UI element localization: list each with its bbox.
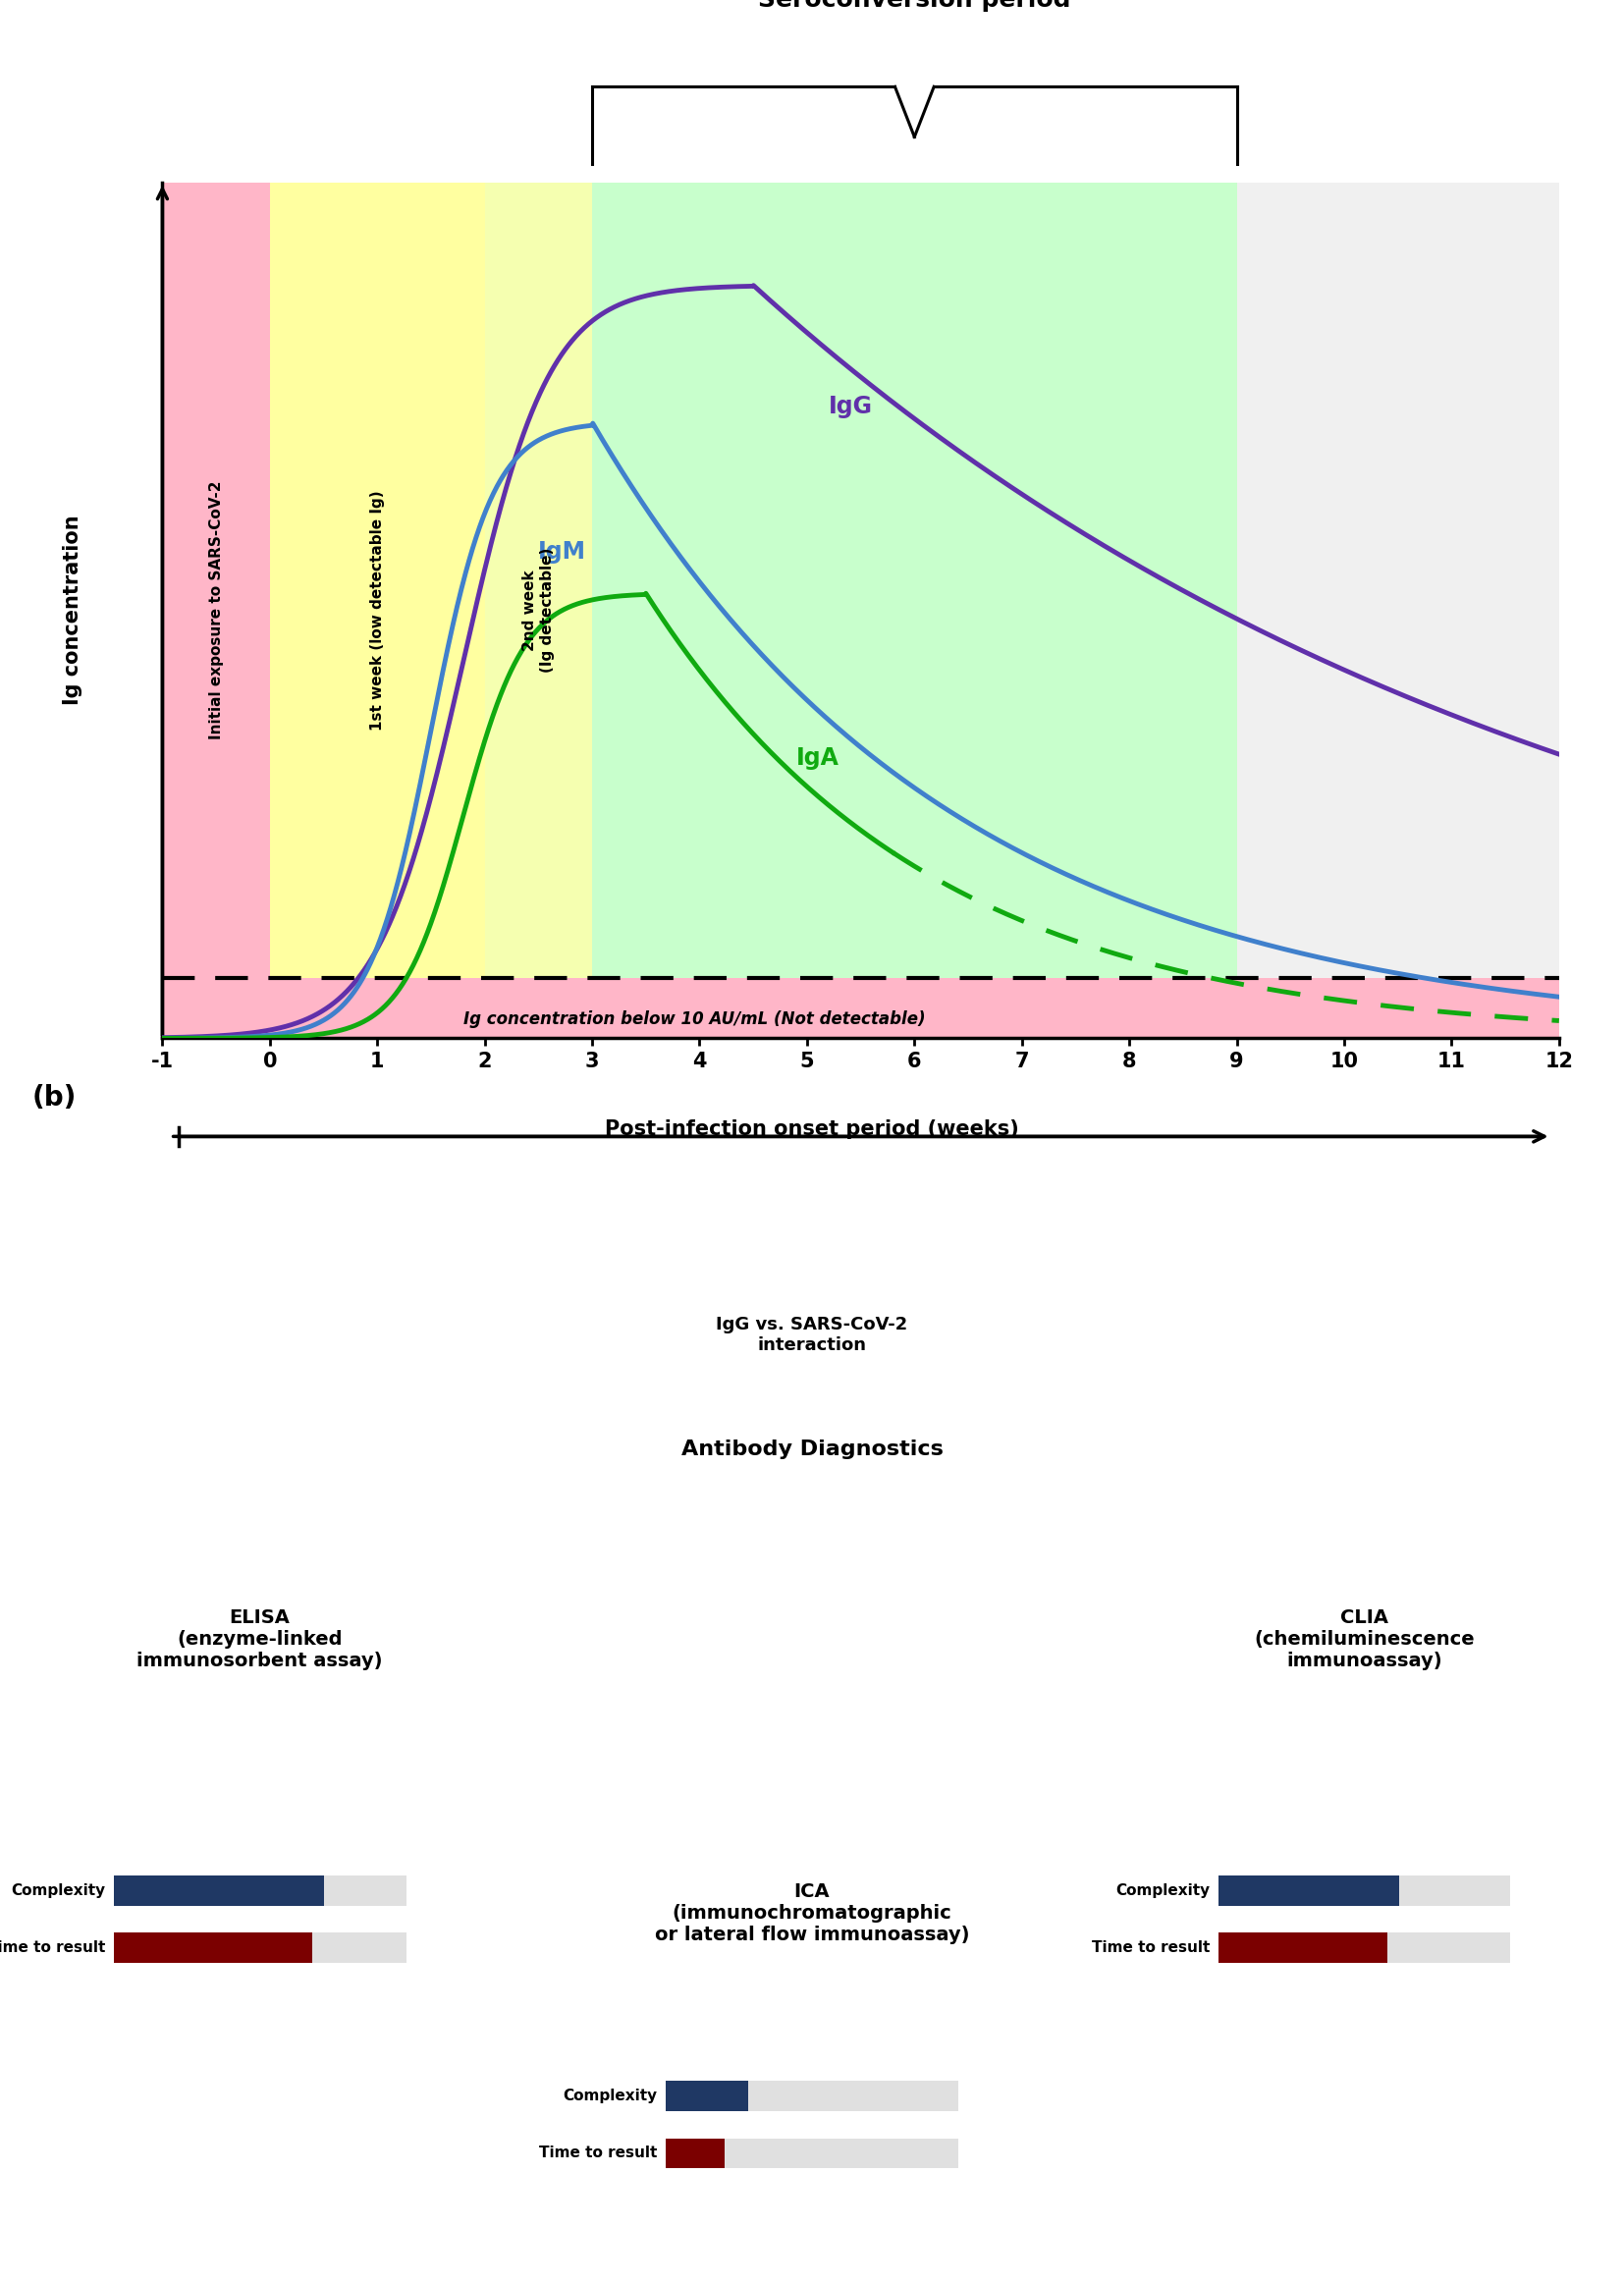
Bar — [593, 183, 1237, 1038]
Text: 1st week (low detectable Ig): 1st week (low detectable Ig) — [370, 491, 385, 730]
Bar — [162, 183, 270, 1038]
Text: IgA: IgA — [796, 746, 840, 769]
Text: IgG: IgG — [828, 395, 872, 418]
Text: Ig concentration: Ig concentration — [63, 516, 83, 705]
Text: ELISA
(enzyme-linked
immunosorbent assay): ELISA (enzyme-linked immunosorbent assay… — [136, 1609, 383, 1670]
Text: Time to result: Time to result — [1091, 1940, 1210, 1956]
Text: Complexity: Complexity — [1116, 1883, 1210, 1899]
Text: CLIA
(chemiluminescence
immunoassay): CLIA (chemiluminescence immunoassay) — [1254, 1609, 1475, 1670]
Text: ICA
(immunochromatographic
or lateral flow immunoassay): ICA (immunochromatographic or lateral fl… — [654, 1883, 970, 1944]
Text: Seroconversion period: Seroconversion period — [758, 0, 1070, 11]
Text: Time to result: Time to result — [0, 1940, 106, 1956]
Text: Post-infection onset period (weeks): Post-infection onset period (weeks) — [606, 1120, 1018, 1139]
Text: IgM: IgM — [539, 541, 586, 564]
Bar — [162, 979, 1559, 1038]
Text: (b): (b) — [32, 1084, 76, 1111]
Text: Ig concentration below 10 AU/mL (Not detectable): Ig concentration below 10 AU/mL (Not det… — [463, 1011, 926, 1029]
Bar — [484, 183, 593, 1038]
Bar — [377, 183, 484, 1038]
Text: Complexity: Complexity — [564, 2088, 658, 2104]
Text: IgG vs. SARS-CoV-2
interaction: IgG vs. SARS-CoV-2 interaction — [716, 1317, 908, 1353]
Bar — [1237, 183, 1559, 1038]
Text: Initial exposure to SARS-CoV-2: Initial exposure to SARS-CoV-2 — [209, 482, 224, 739]
Bar — [270, 183, 377, 1038]
Text: Complexity: Complexity — [11, 1883, 106, 1899]
Text: Antibody Diagnostics: Antibody Diagnostics — [680, 1440, 944, 1458]
Text: 2nd week
(Ig detectable): 2nd week (Ig detectable) — [523, 548, 554, 673]
Text: Time to result: Time to result — [539, 2145, 658, 2161]
